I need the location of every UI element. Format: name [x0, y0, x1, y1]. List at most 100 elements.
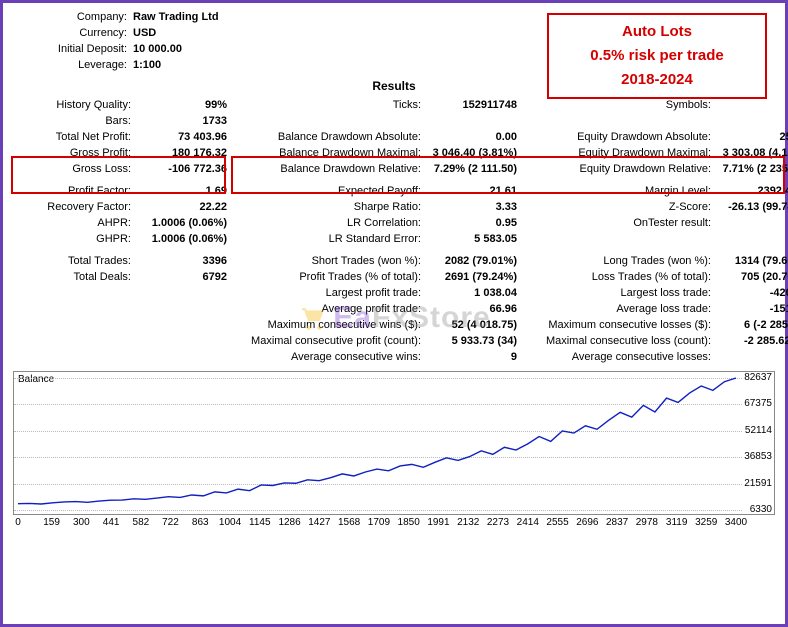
- chart-xtick: 1004: [219, 517, 241, 528]
- chart-xtick: 1145: [249, 517, 271, 528]
- label-currency: Currency:: [55, 27, 133, 39]
- metric-cell: Expected Payoff:21.61: [231, 183, 521, 199]
- metric-cell: Total Trades:3396: [11, 253, 231, 269]
- metric-cell: Total Deals:6792: [11, 269, 231, 285]
- chart-ytick: 6330: [750, 504, 772, 515]
- metric-value: 0.00: [425, 131, 517, 143]
- callout-line: 2018-2024: [621, 68, 693, 92]
- metric-label: Total Deals:: [11, 271, 135, 283]
- metric-cell: Z-Score:-26.13 (99.74%): [521, 199, 788, 215]
- metric-value: 9: [425, 351, 517, 363]
- metric-value: 1.0006 (0.06%): [135, 217, 227, 229]
- metric-cell: [11, 301, 231, 317]
- metric-cell: Equity Drawdown Absolute:25.72: [521, 129, 788, 145]
- metric-cell: [231, 113, 521, 129]
- chart-ytick: 21591: [744, 478, 772, 489]
- metric-cell: Average consecutive wins:9: [231, 349, 521, 365]
- metric-cell: [11, 349, 231, 365]
- metric-cell: Gross Profit:180 176.32: [11, 145, 231, 161]
- metric-cell: Symbols:1: [521, 97, 788, 113]
- metric-cell: Balance Drawdown Absolute:0.00: [231, 129, 521, 145]
- metric-label: Average consecutive losses:: [521, 351, 715, 363]
- metric-cell: Gross Loss:-106 772.36: [11, 161, 231, 177]
- metric-cell: AHPR:1.0006 (0.06%): [11, 215, 231, 231]
- metric-cell: Largest profit trade:1 038.04: [231, 285, 521, 301]
- results-grid: History Quality:99%Ticks:152911748Symbol…: [11, 97, 777, 365]
- metric-cell: [521, 113, 788, 129]
- chart-xtick: 1427: [308, 517, 330, 528]
- metric-value: 21.61: [425, 185, 517, 197]
- chart-xtick: 1850: [398, 517, 420, 528]
- metric-label: Largest loss trade:: [521, 287, 715, 299]
- metric-label: Maximum consecutive losses ($):: [521, 319, 715, 331]
- metric-label: Sharpe Ratio:: [231, 201, 425, 213]
- report-container: Company:Raw Trading Ltd Currency:USD Ini…: [0, 0, 788, 627]
- label-leverage: Leverage:: [55, 59, 133, 71]
- metric-value: -420.58: [715, 287, 788, 299]
- metric-cell: Equity Drawdown Maximal:3 303.08 (4.13%): [521, 145, 788, 161]
- metric-cell: Recovery Factor:22.22: [11, 199, 231, 215]
- metric-value: -2 285.62 (6): [715, 335, 788, 347]
- metric-value: 7.71% (2 235.16): [715, 163, 788, 175]
- metric-cell: Ticks:152911748: [231, 97, 521, 113]
- metric-cell: LR Standard Error:5 583.05: [231, 231, 521, 247]
- value-currency: USD: [133, 27, 156, 39]
- chart-xtick: 3400: [725, 517, 747, 528]
- label-company: Company:: [55, 11, 133, 23]
- metric-value: 22.22: [135, 201, 227, 213]
- metric-value: 2: [715, 351, 788, 363]
- metric-value: 6792: [135, 271, 227, 283]
- metric-cell: Margin Level:2392.49%: [521, 183, 788, 199]
- metric-value: 2691 (79.24%): [425, 271, 517, 283]
- metric-label: Gross Loss:: [11, 163, 135, 175]
- chart-xtick: 1709: [368, 517, 390, 528]
- metric-label: Maximal consecutive loss (count):: [521, 335, 715, 347]
- chart-xtick: 863: [192, 517, 209, 528]
- metric-cell: Long Trades (won %):1314 (79.60%): [521, 253, 788, 269]
- metric-value: 25.72: [715, 131, 788, 143]
- metric-cell: Loss Trades (% of total):705 (20.76%): [521, 269, 788, 285]
- metric-cell: Sharpe Ratio:3.33: [231, 199, 521, 215]
- metric-value: 3.33: [425, 201, 517, 213]
- metric-cell: Average profit trade:66.96: [231, 301, 521, 317]
- metric-label: AHPR:: [11, 217, 135, 229]
- metric-label: Symbols:: [521, 99, 715, 111]
- metric-label: Total Trades:: [11, 255, 135, 267]
- chart-xtick: 3119: [666, 517, 688, 528]
- metric-label: Bars:: [11, 115, 135, 127]
- metric-label: Balance Drawdown Absolute:: [231, 131, 425, 143]
- metric-cell: LR Correlation:0.95: [231, 215, 521, 231]
- metric-value: 3 046.40 (3.81%): [425, 147, 517, 159]
- metric-label: Profit Trades (% of total):: [231, 271, 425, 283]
- metric-label: OnTester result:: [521, 217, 715, 229]
- metric-label: Expected Payoff:: [231, 185, 425, 197]
- label-deposit: Initial Deposit:: [55, 43, 133, 55]
- metric-label: Profit Factor:: [11, 185, 135, 197]
- chart-xtick: 2132: [457, 517, 479, 528]
- chart-xtick: 0: [15, 517, 21, 528]
- metric-value: 5 933.73 (34): [425, 335, 517, 347]
- metric-value: 2392.49%: [715, 185, 788, 197]
- metric-label: Maximal consecutive profit (count):: [231, 335, 425, 347]
- metric-value: 1733: [135, 115, 227, 127]
- chart-xtick: 3259: [695, 517, 717, 528]
- value-leverage: 1:100: [133, 59, 161, 71]
- metric-cell: Balance Drawdown Relative:7.29% (2 111.5…: [231, 161, 521, 177]
- metric-cell: Maximal consecutive loss (count):-2 285.…: [521, 333, 788, 349]
- callout-box: Auto Lots 0.5% risk per trade 2018-2024: [547, 13, 767, 99]
- metric-label: Balance Drawdown Maximal:: [231, 147, 425, 159]
- metric-label: Equity Drawdown Maximal:: [521, 147, 715, 159]
- metric-value: 1314 (79.60%): [715, 255, 788, 267]
- metric-cell: OnTester result:0: [521, 215, 788, 231]
- metric-cell: Total Net Profit:73 403.96: [11, 129, 231, 145]
- chart-xtick: 722: [162, 517, 179, 528]
- metric-label: Equity Drawdown Absolute:: [521, 131, 715, 143]
- metric-cell: Maximum consecutive wins ($):52 (4 018.7…: [231, 317, 521, 333]
- chart-ytick: 82637: [744, 372, 772, 383]
- chart-ytick: 67375: [744, 398, 772, 409]
- metric-value: 0.95: [425, 217, 517, 229]
- metric-cell: Average loss trade:-151.45: [521, 301, 788, 317]
- chart-xtick: 1991: [427, 517, 449, 528]
- metric-label: Margin Level:: [521, 185, 715, 197]
- metric-label: Ticks:: [231, 99, 425, 111]
